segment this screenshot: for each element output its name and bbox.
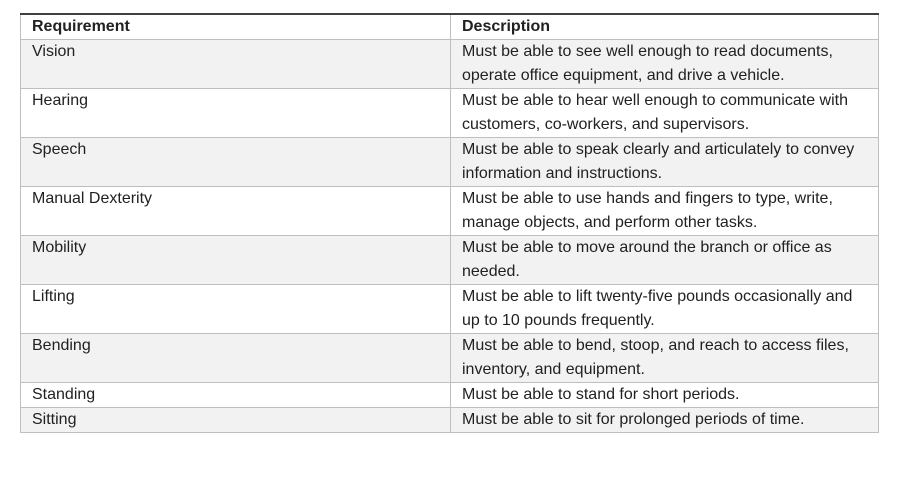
table-row-bending: Bending Must be able to bend, stoop, and… (20, 333, 879, 383)
requirement-cell: Hearing (20, 88, 451, 138)
table-row-manual-dexterity: Manual Dexterity Must be able to use han… (20, 186, 879, 236)
requirement-cell: Mobility (20, 235, 451, 285)
column-header-requirement: Requirement (20, 13, 451, 40)
document-page: Requirement Description Vision Must be a… (20, 13, 879, 433)
requirement-cell: Sitting (20, 407, 451, 433)
description-cell: Must be able to lift twenty-five pounds … (450, 284, 879, 334)
table-row-lifting: Lifting Must be able to lift twenty-five… (20, 284, 879, 334)
table-row-sitting: Sitting Must be able to sit for prolonge… (20, 407, 879, 433)
table-header-row: Requirement Description (20, 13, 879, 40)
column-header-description: Description (450, 13, 879, 40)
description-cell: Must be able to speak clearly and articu… (450, 137, 879, 187)
description-cell: Must be able to see well enough to read … (450, 39, 879, 89)
table-row-speech: Speech Must be able to speak clearly and… (20, 137, 879, 187)
description-cell: Must be able to move around the branch o… (450, 235, 879, 285)
description-cell: Must be able to stand for short periods. (450, 382, 879, 408)
description-cell: Must be able to bend, stoop, and reach t… (450, 333, 879, 383)
table-row-standing: Standing Must be able to stand for short… (20, 382, 879, 408)
description-cell: Must be able to hear well enough to comm… (450, 88, 879, 138)
requirement-cell: Lifting (20, 284, 451, 334)
requirement-cell: Vision (20, 39, 451, 89)
table-row-vision: Vision Must be able to see well enough t… (20, 39, 879, 89)
table-row-mobility: Mobility Must be able to move around the… (20, 235, 879, 285)
physical-requirements-table: Requirement Description Vision Must be a… (20, 13, 879, 433)
requirement-cell: Standing (20, 382, 451, 408)
table-row-hearing: Hearing Must be able to hear well enough… (20, 88, 879, 138)
description-cell: Must be able to sit for prolonged period… (450, 407, 879, 433)
requirement-cell: Manual Dexterity (20, 186, 451, 236)
description-cell: Must be able to use hands and fingers to… (450, 186, 879, 236)
requirement-cell: Speech (20, 137, 451, 187)
requirement-cell: Bending (20, 333, 451, 383)
